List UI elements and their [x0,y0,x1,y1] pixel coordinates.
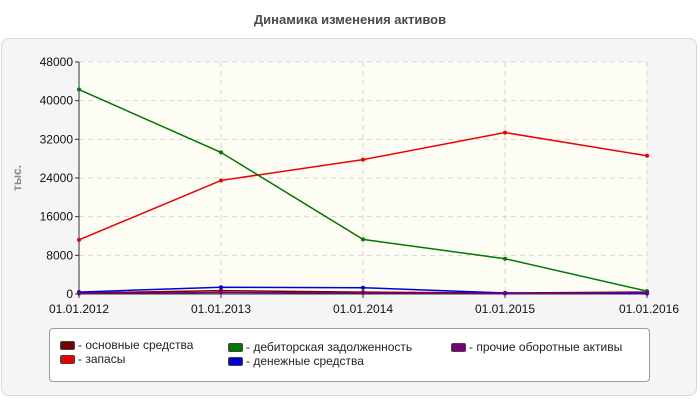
legend-item-receivables[interactable]: - дебиторская задолженность [228,340,412,354]
data-point[interactable] [77,87,81,92]
x-tick-label: 01.01.2013 [191,302,251,316]
data-point[interactable] [503,291,507,296]
y-axis-label: тыс. [10,165,24,191]
data-point[interactable] [361,157,365,162]
legend-swatch [228,342,243,352]
data-point[interactable] [361,237,365,242]
y-tick-label: 8000 [46,248,73,262]
data-point[interactable] [219,290,223,295]
series-lines [77,87,649,296]
legend-item-fixed-assets[interactable]: - основные средства [60,338,193,352]
legend-swatch [228,356,243,366]
legend-swatch [60,354,75,364]
x-tick-label: 01.01.2014 [333,302,393,316]
data-point[interactable] [219,178,223,183]
x-tick-label: 01.01.2012 [49,302,109,316]
grid-lines [79,61,648,294]
data-point[interactable] [645,153,649,158]
y-tick-label: 32000 [40,132,74,146]
y-tick-label: 48000 [40,55,74,69]
legend-label: - дебиторская задолженность [246,340,413,354]
data-point[interactable] [77,237,81,242]
data-point[interactable] [503,256,507,261]
legend-item-other-current-assets[interactable]: - прочие оборотные активы [451,340,622,354]
data-point[interactable] [219,150,223,155]
data-point[interactable] [77,291,81,296]
data-point[interactable] [645,290,649,295]
y-tick-label: 40000 [40,94,74,108]
legend-swatch [60,340,75,350]
data-point[interactable] [503,130,507,135]
x-tick-label: 01.01.2015 [475,302,535,316]
data-point[interactable] [361,285,365,290]
chart-title: Динамика изменения активов [253,12,447,27]
legend-item-inventory[interactable]: - запасы [60,352,125,366]
tick-labels: 0 8000 16000 24000 32000 40000 48000 01.01.2012… [40,55,680,316]
x-tick-label: 01.01.2016 [619,302,679,316]
legend: - основные средства - запасы - дебиторск… [49,328,650,382]
legend-swatch [451,342,466,352]
legend-label: - денежные средства [246,354,364,368]
legend-item-cash[interactable]: - денежные средства [228,354,364,368]
y-tick-label: 0 [66,287,73,301]
data-point[interactable] [361,291,365,296]
y-tick-label: 16000 [40,210,74,224]
y-tick-label: 24000 [40,171,74,185]
legend-label: - прочие оборотные активы [469,340,623,354]
legend-label: - основные средства [78,338,194,352]
legend-label: - запасы [78,352,126,366]
data-point[interactable] [219,285,223,290]
